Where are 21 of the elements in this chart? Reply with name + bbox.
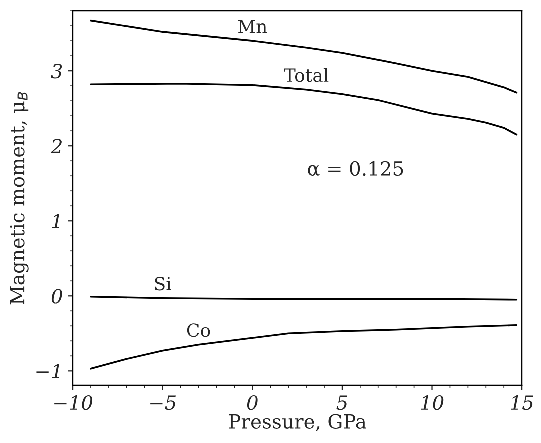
series-label: Si	[155, 277, 172, 291]
y-tick-label: 0	[52, 289, 62, 304]
line-series	[90, 82, 518, 136]
x-tick-label: −10	[54, 395, 93, 410]
y-tick-label: 3	[51, 64, 62, 79]
annotation: α = 0.125	[308, 161, 404, 176]
line-series	[90, 324, 518, 370]
series-label: Mn	[238, 20, 268, 34]
series-label: Total	[284, 68, 329, 82]
x-tick-label: 5	[336, 396, 348, 410]
x-tick-label: 10	[421, 395, 444, 410]
y-tick-label: −1	[36, 364, 60, 379]
y-tick-label: 1	[52, 214, 60, 229]
x-axis-title: Pressure, GPa	[229, 414, 366, 432]
line-series	[90, 20, 518, 94]
y-axis-title: Magnetic moment, μ$_{B}$	[10, 92, 29, 305]
y-tick-label: 2	[50, 139, 62, 154]
x-tick-label: 15	[511, 395, 534, 410]
x-tick-label: 0	[247, 395, 258, 410]
series-label: Co	[187, 324, 210, 338]
x-tick-label: −5	[150, 396, 176, 410]
